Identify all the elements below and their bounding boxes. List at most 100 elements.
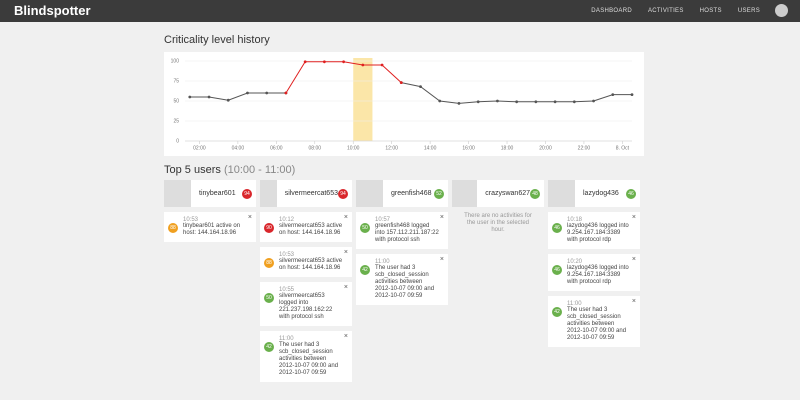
nav-item[interactable]: USERS [737, 8, 760, 14]
activity-text: The user had 3 scb_closed_session activi… [375, 265, 435, 299]
activity-time: 11:00 [567, 301, 582, 307]
point [457, 102, 461, 105]
y-tick-label: 75 [173, 78, 179, 84]
user-name: crazyswan627 [485, 190, 530, 197]
x-tick-label: 20:00 [539, 145, 552, 151]
logo[interactable]: Blindspotter [14, 3, 91, 18]
point [265, 91, 269, 95]
point [380, 63, 384, 67]
highlight-band [353, 58, 373, 141]
user-column: silvermeercat653 94 90 10:12 silvermeercat65… [260, 180, 352, 382]
activity-time: 10:20 [567, 259, 583, 265]
activity-text: lazydog436 logged into 9.254.167.184:338… [567, 265, 629, 285]
activity-score: 88 [264, 258, 274, 268]
close-button[interactable]: × [343, 333, 348, 340]
x-tick-label: 8. Oct [616, 145, 630, 151]
point [361, 63, 365, 67]
activity-text: silvermeercat653 active on host: 144.164… [279, 258, 343, 271]
point [572, 100, 576, 104]
activity-card: 50 10:55 silvermeercat653 logged into 221.… [260, 282, 352, 326]
activity-time: 11:00 [279, 336, 294, 342]
user-name: lazydog436 [583, 190, 619, 197]
user-avatar [452, 180, 478, 207]
activity-time: 11:00 [375, 259, 390, 265]
user-column: crazyswan627 48 There are no activities fo… [452, 180, 544, 240]
activity-score: 42 [264, 342, 274, 352]
point [476, 100, 480, 104]
user-header: lazydog436 46 [548, 180, 640, 207]
activity-body: 10:53 silvermeercat653 active on host: 14… [279, 252, 343, 272]
nav-item[interactable]: ACTIVITIES [647, 8, 684, 14]
activity-text: silvermeercat653 active on host: 144.164… [279, 223, 343, 236]
point [284, 91, 288, 95]
activity-card: 42 11:00 The user had 3 scb_closed_session… [356, 254, 448, 305]
point [592, 99, 595, 103]
user-name: greenfish468 [391, 190, 432, 197]
activity-body: 10:20 lazydog436 logged into 9.254.167.18… [567, 259, 631, 286]
activity-score: 42 [360, 265, 370, 275]
x-tick-label: 12:00 [385, 145, 398, 151]
activity-time: 10:55 [279, 287, 295, 293]
x-tick-label: 16:00 [462, 145, 475, 151]
users-range: (10:00 - 11:00) [223, 164, 296, 176]
point [342, 60, 346, 64]
nav-items: DASHBOARD ACTIVITIES HOSTS USERS [591, 0, 760, 22]
user-name: silvermeercat653 [284, 190, 338, 197]
activity-body: 11:00 The user had 3 scb_closed_session a… [567, 301, 631, 342]
close-button[interactable]: × [343, 249, 348, 256]
user-header: tinybear601 94 [164, 180, 256, 207]
y-tick-label: 0 [176, 138, 179, 144]
activity-score: 50 [264, 293, 274, 303]
activity-score: 50 [360, 223, 370, 233]
activity-card: 42 11:00 The user had 3 scb_closed_session… [260, 331, 352, 382]
close-button[interactable]: × [343, 284, 348, 291]
close-button[interactable]: × [631, 256, 636, 263]
section-title: Top 5 users (10:00 - 11:00) [164, 164, 295, 176]
activity-time: 10:18 [567, 217, 583, 223]
activity-body: 11:00 The user had 3 scb_closed_session a… [279, 336, 343, 377]
point [534, 100, 538, 104]
y-tick-label: 25 [173, 118, 179, 124]
point [611, 93, 615, 96]
user-score: 48 [530, 188, 540, 199]
nav-item[interactable]: DASHBOARD [591, 8, 632, 14]
activity-card: 46 10:20 lazydog436 logged into 9.254.167.… [548, 254, 640, 291]
x-tick-label: 02:00 [193, 145, 206, 151]
activity-card: 46 10:18 lazydog436 logged into 9.254.167.… [548, 212, 640, 249]
activity-body: 10:57 greenfish468 logged into 157.112.21… [375, 217, 439, 244]
close-button[interactable]: × [343, 214, 348, 221]
close-button[interactable]: × [247, 214, 252, 221]
activity-text: silvermeercat653 logged into 221.237.198… [279, 293, 333, 320]
point [303, 60, 307, 64]
activity-body: 10:55 silvermeercat653 logged into 221.23… [279, 287, 343, 321]
nav-item[interactable]: HOSTS [699, 8, 722, 14]
activity-card: 50 10:57 greenfish468 logged into 157.112.… [356, 212, 448, 249]
point [515, 100, 519, 104]
user-header: crazyswan627 48 [452, 180, 544, 207]
user-header: silvermeercat653 94 [260, 180, 352, 207]
activity-body: 10:18 lazydog436 logged into 9.254.167.18… [567, 217, 631, 244]
nav-bar: Blindspotter DASHBOARD ACTIVITIES HOSTS USE… [0, 0, 800, 22]
x-tick-label: 18:00 [501, 145, 514, 151]
activity-score: 46 [552, 223, 562, 233]
activity-text: lazydog436 logged into 9.254.167.184:338… [567, 223, 629, 243]
activity-time: 10:12 [279, 217, 295, 223]
activity-score: 42 [552, 307, 562, 317]
activity-body: 11:00 The user had 3 scb_closed_session a… [375, 259, 439, 300]
chart-title: Criticality level history [164, 34, 270, 46]
activity-body: 10:12 silvermeercat653 active on host: 14… [279, 217, 343, 237]
activity-body: 10:53 tinybear601 active on host: 144.164… [183, 217, 247, 237]
close-button[interactable]: × [439, 256, 444, 263]
close-button[interactable]: × [439, 214, 444, 221]
close-button[interactable]: × [631, 214, 636, 221]
user-score: 52 [434, 188, 444, 199]
close-button[interactable]: × [631, 298, 636, 305]
user-column: tinybear601 94 88 10:53 tinybear601 active o… [164, 180, 256, 242]
x-tick-label: 14:00 [424, 145, 437, 151]
line [285, 61, 402, 94]
avatar[interactable] [775, 4, 788, 17]
empty-message: There are no activities for the user in … [464, 213, 532, 233]
activity-time: 10:53 [279, 252, 295, 258]
x-tick-label: 10:00 [347, 145, 360, 151]
